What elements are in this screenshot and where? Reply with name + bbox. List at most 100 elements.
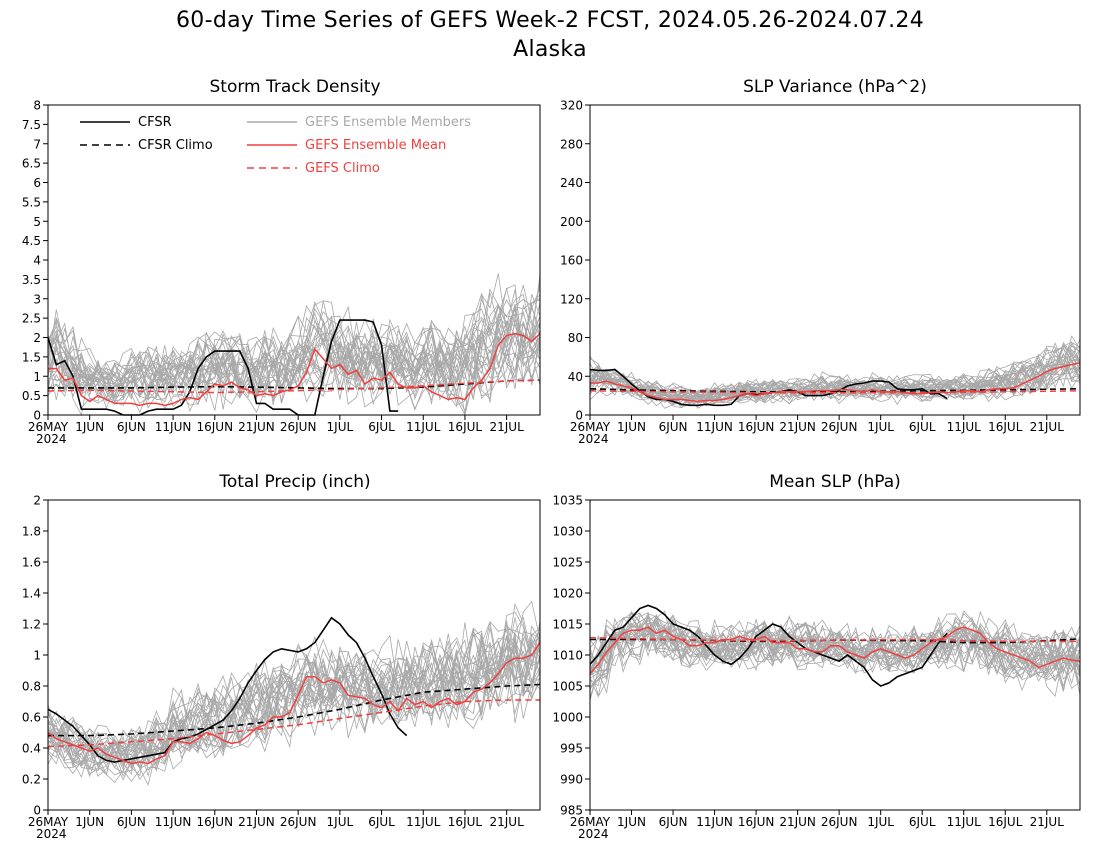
series-line-cfsr-climo	[48, 683, 541, 737]
x-tick-label: 1JUN	[75, 815, 104, 829]
x-tick-label: 1JUN	[617, 815, 646, 829]
y-tick-label: 2	[33, 331, 41, 345]
ensemble-member-line	[589, 614, 1081, 687]
ensemble-members	[47, 600, 541, 787]
panel-total-precip: Total Precip (inch) 0 0.2 0.4 0.6 0.8 1 1.2 1.4…	[22, 472, 541, 841]
y-tick-label: 990	[560, 773, 583, 787]
x-tick-label: 6JUL	[909, 815, 936, 829]
x-tick-label: 1JUL	[327, 815, 354, 829]
x-tick-label: 21JUN	[238, 815, 275, 829]
x-tick-label: 26JUN	[280, 815, 317, 829]
y-tick-label: 1000	[552, 711, 583, 725]
x-tick-label: 16JUN	[196, 815, 233, 829]
ensemble-member-line	[47, 633, 541, 770]
x-tick-label: 21JUL	[490, 420, 525, 434]
x-tick-label: 6JUL	[368, 815, 395, 829]
ensemble-member-line	[589, 341, 1081, 397]
y-tick-label: 160	[560, 254, 583, 268]
ensemble-member-line	[47, 294, 541, 385]
legend-label-cfsr-climo: CFSR Climo	[138, 138, 213, 153]
ensemble-member-line	[47, 303, 541, 402]
ensemble-member-line	[589, 610, 1081, 682]
y-tick-label: 3.5	[22, 273, 41, 287]
y-tick-label: 5	[33, 215, 41, 229]
series-line-gefs-ensemble-mean	[47, 642, 541, 765]
x-tick-label: 16JUL	[988, 420, 1023, 434]
ensemble-member-line	[47, 332, 541, 404]
panel-slp-variance: SLP Variance (hPa^2) 0 40 80 120 160 200 240 28…	[560, 77, 1081, 446]
y-tick-label: 1.5	[22, 350, 41, 364]
x-tick-label: 26JUN	[280, 420, 317, 434]
x-tick-label: 21JUN	[779, 420, 816, 434]
x-tick-label: 16JUN	[738, 420, 775, 434]
y-tick-label: 1020	[552, 587, 583, 601]
main-subtitle: Alaska	[513, 37, 587, 62]
x-tick-label: 26MAY	[28, 420, 69, 434]
x-tick-label: 26MAY	[570, 420, 611, 434]
series-line-gefs-ensemble-mean	[48, 332, 541, 407]
x-tick-label: 11JUL	[947, 815, 982, 829]
y-tick-label: 320	[560, 99, 583, 113]
ensemble-member-line	[47, 325, 541, 412]
series-line-gefs-ensemble-mean	[589, 626, 1081, 675]
x-tick-label: 16JUL	[448, 815, 483, 829]
x-tick-label: 21JUL	[1030, 420, 1065, 434]
y-tick-label: 0.2	[22, 773, 41, 787]
series-line-gefs-climo	[47, 379, 541, 394]
x-tick-label: 1JUN	[75, 420, 104, 434]
series-line-cfsr	[47, 319, 399, 416]
ensemble-member-line	[589, 613, 1081, 677]
panel-mean-slp: Mean SLP (hPa) 985 990 995 1000 1005 1010 1015…	[552, 472, 1081, 841]
y-tick-label: 0	[33, 804, 41, 818]
y-tick-label: 0.6	[22, 711, 41, 725]
panel-storm-track-density: Storm Track Density 0 0.5 1 1.5 2 2.5 3 3.5 4 4.5…	[22, 77, 541, 446]
series-line-gefs-climo	[47, 699, 540, 748]
x-tick-label: 11JUL	[406, 815, 441, 829]
x-tick-label: 26JUN	[821, 420, 858, 434]
y-tick-label: 280	[560, 137, 583, 151]
y-tick-label: 3	[33, 292, 41, 306]
series-line-gefs-climo	[589, 636, 1080, 643]
x-year-label: 2024	[36, 432, 67, 446]
y-tick-label: 2.5	[22, 312, 41, 326]
ensemble-member-line	[589, 352, 1081, 409]
y-tick-label: 985	[560, 804, 583, 818]
x-tick-label: 26JUN	[821, 815, 858, 829]
y-tick-label: 6	[33, 176, 41, 190]
y-tick-label: 1	[33, 649, 41, 663]
ensemble-member-line	[589, 627, 1081, 682]
y-tick-label: 200	[560, 215, 583, 229]
x-tick-label: 11JUL	[406, 420, 441, 434]
y-tick-label: 2	[33, 494, 41, 508]
x-tick-label: 6JUN	[659, 420, 688, 434]
series-line-gefs-ensemble-mean	[590, 361, 1081, 403]
ensemble-member-line	[589, 623, 1081, 688]
y-tick-label: 0.5	[22, 389, 41, 403]
ensemble-members	[589, 335, 1081, 409]
y-tick-label: 1010	[552, 649, 583, 663]
ensemble-member-line	[589, 353, 1081, 401]
x-tick-label: 21JUN	[238, 420, 275, 434]
x-tick-label: 1JUN	[617, 420, 646, 434]
series-line-cfsr	[47, 616, 408, 763]
x-tick-label: 16JUN	[196, 420, 233, 434]
panel-title: SLP Variance (hPa^2)	[743, 77, 927, 97]
ensemble-member-line	[47, 321, 541, 402]
y-tick-label: 7.5	[22, 118, 41, 132]
legend-label-gefs-climo: GEFS Climo	[305, 161, 380, 176]
y-tick-label: 0.4	[22, 742, 41, 756]
x-tick-label: 11JUN	[155, 815, 192, 829]
y-tick-label: 1025	[552, 556, 583, 570]
x-tick-label: 6JUN	[117, 815, 146, 829]
ensemble-member-line	[47, 304, 541, 400]
ensemble-member-line	[589, 610, 1081, 666]
x-year-label: 2024	[578, 827, 609, 841]
ensemble-member-line	[47, 639, 541, 769]
panel-title: Storm Track Density	[209, 77, 380, 97]
ensemble-member-line	[589, 614, 1081, 688]
x-tick-label: 21JUL	[1030, 815, 1065, 829]
ensemble-member-line	[589, 621, 1081, 699]
series-line-gefs-climo	[589, 390, 1081, 394]
